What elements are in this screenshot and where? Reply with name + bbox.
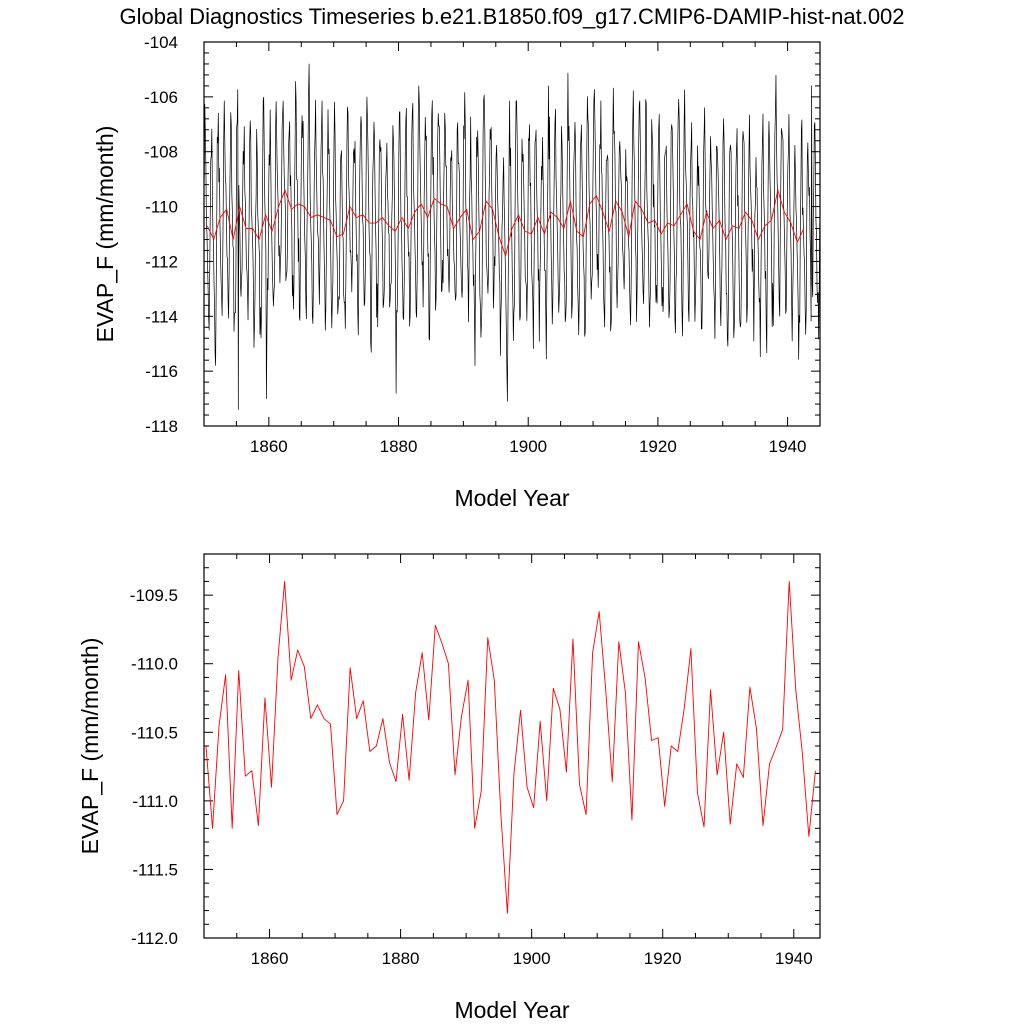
y-tick-label: -106 bbox=[144, 88, 178, 107]
x-tick-label: 1900 bbox=[513, 949, 551, 968]
bottom-panel: 1860 1880 1900 1920 1940 -112.0-111.5-111.0-… bbox=[77, 553, 821, 1023]
x-tick-label: 1860 bbox=[250, 437, 288, 456]
y-tick-label: -104 bbox=[144, 33, 178, 52]
x-tick-label: 1880 bbox=[380, 437, 418, 456]
y-tick-label: -111.0 bbox=[132, 792, 178, 811]
x-tick-label: 1920 bbox=[639, 437, 677, 456]
monthly-series-line bbox=[203, 63, 821, 410]
bottom-y-axis-title: EVAP_F (mm/month) bbox=[77, 638, 103, 855]
x-tick-label: 1940 bbox=[769, 437, 807, 456]
y-tick-label: -114 bbox=[145, 307, 178, 326]
y-tick-label: -109.5 bbox=[130, 586, 178, 605]
y-tick-label: -108 bbox=[144, 143, 178, 162]
top-x-tick-labels: 1860 1880 1900 1920 1940 bbox=[250, 437, 807, 456]
top-series-group bbox=[203, 63, 821, 410]
annual-mean-series-line bbox=[205, 580, 816, 914]
bottom-plot-frame bbox=[203, 553, 821, 939]
y-tick-label: -112.0 bbox=[131, 929, 178, 948]
y-tick-label: -110.0 bbox=[131, 655, 178, 674]
bottom-tick-marks bbox=[203, 553, 820, 939]
bottom-x-tick-labels: 1860 1880 1900 1920 1940 bbox=[251, 949, 813, 968]
x-tick-label: 1880 bbox=[382, 949, 420, 968]
top-x-axis-title: Model Year bbox=[454, 485, 569, 511]
top-y-tick-labels: -118 -116 -114 -112 -110 -108 -106 -104 bbox=[144, 33, 178, 436]
top-y-axis-title: EVAP_F (mm/month) bbox=[92, 126, 118, 343]
x-tick-label: 1860 bbox=[251, 949, 289, 968]
x-tick-label: 1900 bbox=[509, 437, 547, 456]
x-tick-label: 1940 bbox=[775, 949, 813, 968]
annual-mean-series-line bbox=[206, 189, 805, 257]
top-panel: 1860 1880 1900 1920 1940 -118-116-114-112-11… bbox=[92, 33, 821, 511]
bottom-x-axis-title: Model Year bbox=[454, 997, 569, 1023]
bottom-series-group bbox=[205, 580, 816, 914]
bottom-y-tick-labels: -112.0 -111.5 -111.0 -110.5 -110.0 -109.5 bbox=[130, 586, 178, 948]
y-tick-label: -110.5 bbox=[131, 723, 178, 742]
x-tick-label: 1920 bbox=[644, 949, 682, 968]
top-plot-frame bbox=[203, 41, 821, 427]
y-tick-label: -118 bbox=[145, 417, 178, 436]
chart-title: Global Diagnostics Timeseries b.e21.B185… bbox=[119, 4, 904, 29]
y-tick-label: -116 bbox=[145, 362, 178, 381]
y-tick-label: -110 bbox=[145, 198, 178, 217]
y-tick-label: -112 bbox=[145, 252, 178, 271]
y-tick-label: -111.5 bbox=[132, 860, 178, 879]
